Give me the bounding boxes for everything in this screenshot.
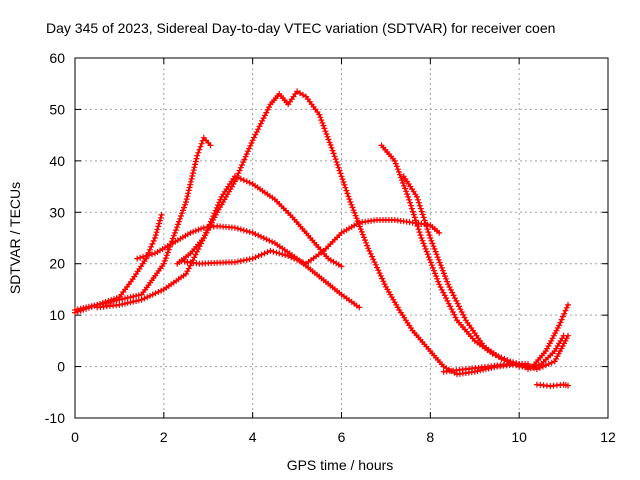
x-tick-label: 6 <box>338 429 346 445</box>
chart-title: Day 345 of 2023, Sidereal Day-to-day VTE… <box>46 20 555 36</box>
series-markers <box>533 381 571 390</box>
series-markers <box>440 361 531 375</box>
series-line <box>402 175 570 368</box>
x-axis-label: GPS time / hours <box>287 457 394 473</box>
y-tick-label: -10 <box>45 410 65 426</box>
y-tick-label: 10 <box>49 307 65 323</box>
y-tick-label: 40 <box>49 153 65 169</box>
series-markers <box>378 142 567 373</box>
x-tick-label: 2 <box>160 429 168 445</box>
x-tick-label: 4 <box>249 429 257 445</box>
data-series-9 <box>440 361 531 375</box>
series-markers <box>72 211 165 313</box>
series-layer <box>72 88 571 390</box>
data-series-7 <box>378 142 567 373</box>
series-line <box>176 90 570 376</box>
x-tick-label: 10 <box>511 429 527 445</box>
axis-ticks <box>74 57 609 419</box>
series-markers <box>400 173 571 370</box>
series-markers <box>178 217 443 267</box>
data-series-10 <box>533 381 571 390</box>
series-markers <box>174 88 571 378</box>
data-series-5 <box>174 88 571 378</box>
data-series-8 <box>400 173 571 370</box>
y-tick-label: 60 <box>49 50 65 66</box>
y-axis-label: SDTVAR / TECUs <box>7 182 23 294</box>
series-markers <box>72 134 214 316</box>
y-tick-label: 0 <box>57 359 65 375</box>
series-line <box>380 144 565 371</box>
data-series-6 <box>178 217 443 267</box>
series-markers <box>134 223 363 311</box>
data-series-2 <box>72 134 214 316</box>
data-series-3 <box>134 223 363 311</box>
x-tick-label: 0 <box>71 429 79 445</box>
series-line <box>96 175 343 309</box>
x-tick-label: 12 <box>600 429 616 445</box>
data-series-4 <box>94 173 345 311</box>
data-series-1 <box>72 211 165 313</box>
y-tick-label: 50 <box>49 101 65 117</box>
x-tick-labels: 0 2 4 6 8 10 12 <box>71 429 616 445</box>
x-tick-label: 8 <box>426 429 434 445</box>
series-markers <box>94 173 345 311</box>
y-tick-labels: -10 0 10 20 30 40 50 60 <box>45 50 65 426</box>
y-tick-label: 20 <box>49 256 65 272</box>
y-tick-label: 30 <box>49 204 65 220</box>
series-line <box>73 136 212 314</box>
